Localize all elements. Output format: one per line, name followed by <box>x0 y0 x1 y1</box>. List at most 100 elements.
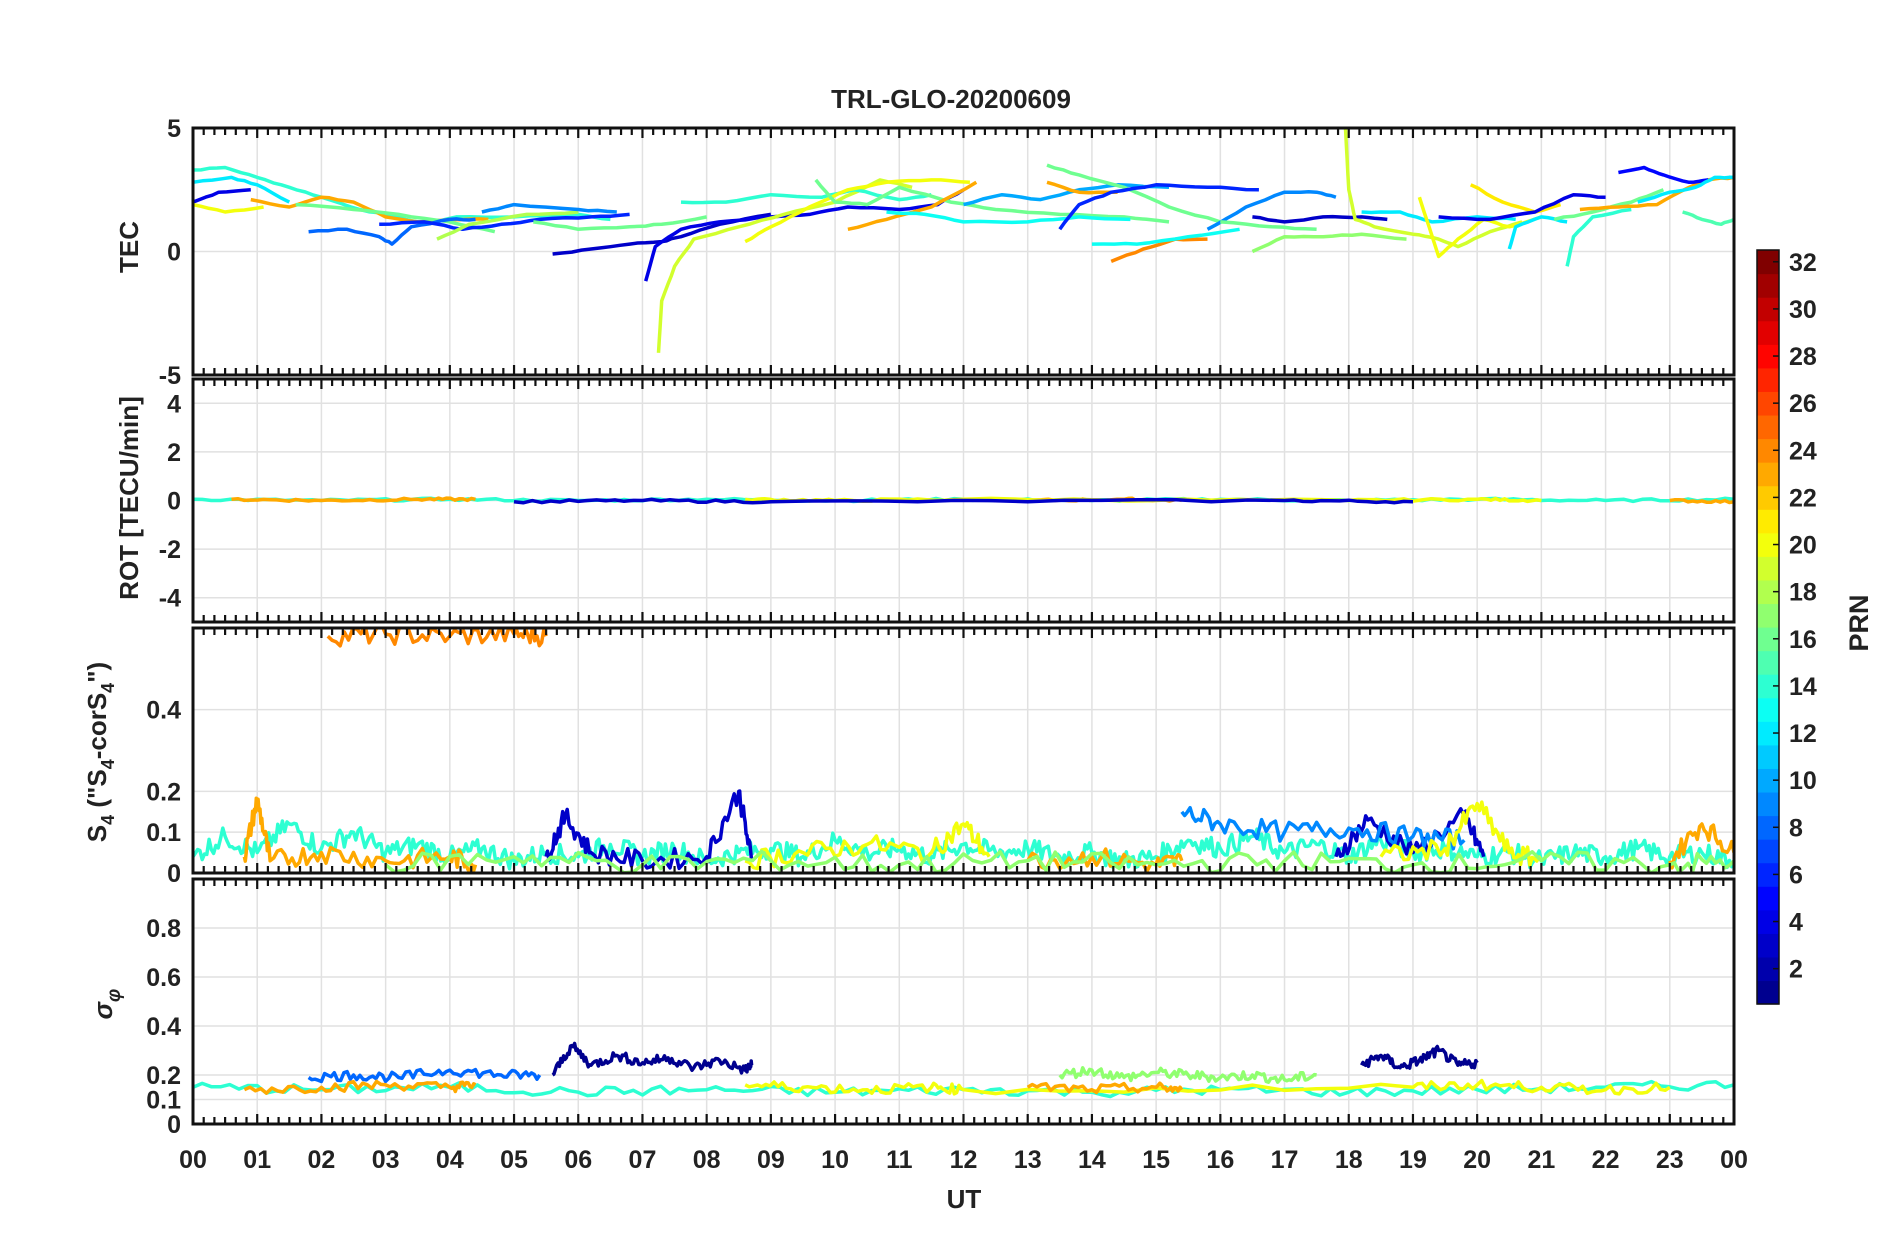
tec-series-prn-9 <box>481 202 617 214</box>
tec-ytick-label: 5 <box>167 115 181 143</box>
sigma-ytick-label: 0.1 <box>146 1087 181 1115</box>
colorbar-band <box>1757 980 1779 1005</box>
colorbar-band <box>1757 344 1779 369</box>
colorbar-band <box>1757 603 1779 628</box>
rot-series-prn-23 <box>231 496 476 503</box>
sigma-series-prn-8 <box>307 1067 542 1084</box>
sigma-ytick-label: 0 <box>167 1111 181 1139</box>
colorbar-band <box>1757 862 1779 887</box>
x-tick-label: 14 <box>1078 1146 1106 1174</box>
x-tick-label: 16 <box>1206 1146 1234 1174</box>
sigma-series-group <box>193 1041 1734 1099</box>
tec-series-prn-13 <box>1091 227 1240 246</box>
colorbar-tick-label: 10 <box>1789 767 1817 795</box>
colorbar-band <box>1757 250 1779 275</box>
colorbar-band <box>1757 320 1779 345</box>
tec-series-prn-12 <box>193 175 291 204</box>
tec-series-prn-12 <box>1637 175 1734 204</box>
sigma-series-prn-17 <box>1058 1066 1317 1084</box>
tec-series-prn-4 <box>193 188 251 204</box>
tec-series-prn-21 <box>1469 183 1562 214</box>
tec-series-prn-19 <box>1343 128 1523 249</box>
colorbar-tick-label: 32 <box>1789 249 1817 277</box>
sigma-series-prn-23 <box>243 1079 477 1095</box>
tec-series-prn-16 <box>1220 220 1317 232</box>
colorbar-band <box>1757 909 1779 934</box>
sigma-series-prn-20 <box>744 1078 1671 1096</box>
tec-series-prn-16 <box>533 215 708 232</box>
colorbar-band <box>1757 532 1779 557</box>
rot-ylabel: ROT [TECU/min] <box>114 396 144 600</box>
x-tick-label: 10 <box>821 1146 849 1174</box>
x-tick-label: 07 <box>629 1146 657 1174</box>
colorbar-tick-label: 4 <box>1789 909 1803 937</box>
tec-series-prn-8 <box>308 217 476 246</box>
colorbar-band <box>1757 273 1779 298</box>
colorbar-band <box>1757 815 1779 840</box>
x-tick-label: 06 <box>564 1146 592 1174</box>
colorbar-tick-label: 20 <box>1789 532 1817 560</box>
s4-panel: 0.4 0.2 0.1 0 <box>146 626 1736 888</box>
s4-ytick-label: 0 <box>167 860 181 888</box>
tec-series-prn-14 <box>1565 207 1632 267</box>
colorbar-tick-label: 14 <box>1789 673 1817 701</box>
colorbar-tick-label: 22 <box>1789 484 1817 512</box>
colorbar-band <box>1757 791 1779 817</box>
x-tick-label: 15 <box>1142 1146 1170 1174</box>
x-axis-ticks: 00 01 02 03 04 05 06 07 08 09 10 11 12 13 14 15 16 17 18 19… <box>179 1146 1748 1174</box>
sigma-series-prn-1 <box>551 1041 754 1077</box>
sigma-ytick-label: 0.8 <box>146 915 181 943</box>
x-tick-label: 09 <box>757 1146 785 1174</box>
x-tick-label: 21 <box>1527 1146 1555 1174</box>
sigma-ytick-label: 0.2 <box>146 1062 181 1090</box>
tec-series-prn-17 <box>1251 232 1407 254</box>
rot-series-group <box>193 496 1734 505</box>
tec-series-prn-9 <box>1206 189 1337 231</box>
tec-series-prn-5 <box>1618 165 1709 185</box>
s4-ytick-label: 0.4 <box>146 697 181 725</box>
colorbar-band <box>1757 297 1779 322</box>
x-tick-label: 02 <box>308 1146 336 1174</box>
x-tick-label: 17 <box>1271 1146 1299 1174</box>
tec-series-prn-6 <box>379 212 630 232</box>
colorbar-band <box>1757 414 1779 440</box>
colorbar-tick-label: 16 <box>1789 626 1817 654</box>
rot-ytick-label: -4 <box>159 585 181 613</box>
colorbar-band <box>1757 768 1779 793</box>
colorbar-band <box>1757 697 1779 722</box>
colorbar-frame <box>1756 249 1780 1005</box>
tec-panel: 5 0 -5 <box>159 115 1736 390</box>
x-tick-label: 20 <box>1463 1146 1491 1174</box>
colorbar-band <box>1757 509 1779 534</box>
tec-series-group <box>193 128 1734 353</box>
x-tick-label: 11 <box>886 1146 913 1174</box>
colorbar-tick-label: 8 <box>1789 814 1803 842</box>
rot-ytick-label: -2 <box>159 536 181 564</box>
rot-series-prn-23 <box>1669 497 1734 505</box>
x-tick-label: 00 <box>1720 1146 1748 1174</box>
x-tick-label: 05 <box>500 1146 528 1174</box>
colorbar-tick-label: 6 <box>1789 861 1803 889</box>
s4-series-prn-3 <box>544 789 754 871</box>
colorbar-band <box>1757 933 1779 958</box>
colorbar-tick-label: 12 <box>1789 720 1817 748</box>
sigma-ytick-label: 0.6 <box>146 964 181 992</box>
sigma-panel: 0.8 0.6 0.4 0.20.10 <box>146 877 1736 1139</box>
x-tick-label: 08 <box>693 1146 721 1174</box>
tec-series-prn-3 <box>1252 214 1388 224</box>
colorbar-band <box>1757 462 1779 487</box>
tec-series-prn-16 <box>1046 163 1221 224</box>
chart-title: TRL-GLO-20200609 <box>831 84 1071 114</box>
svg-text:σφ: σφ <box>88 989 125 1020</box>
s4-series-prn-20 <box>744 820 991 871</box>
s4-ylabel-text: S <box>82 825 112 842</box>
s4-series-prn-9 <box>1180 805 1466 851</box>
rot-ytick-label: 0 <box>167 488 181 516</box>
s4-series-prn-3 <box>1334 807 1486 858</box>
x-tick-label: 12 <box>950 1146 978 1174</box>
tec-series-prn-24 <box>1110 237 1208 264</box>
tec-series-prn-15 <box>1682 210 1734 227</box>
rot-panel: 4 2 0 -2 -4 <box>159 377 1736 624</box>
sigma-series-prn-1 <box>1360 1044 1479 1070</box>
x-tick-label: 18 <box>1335 1146 1363 1174</box>
